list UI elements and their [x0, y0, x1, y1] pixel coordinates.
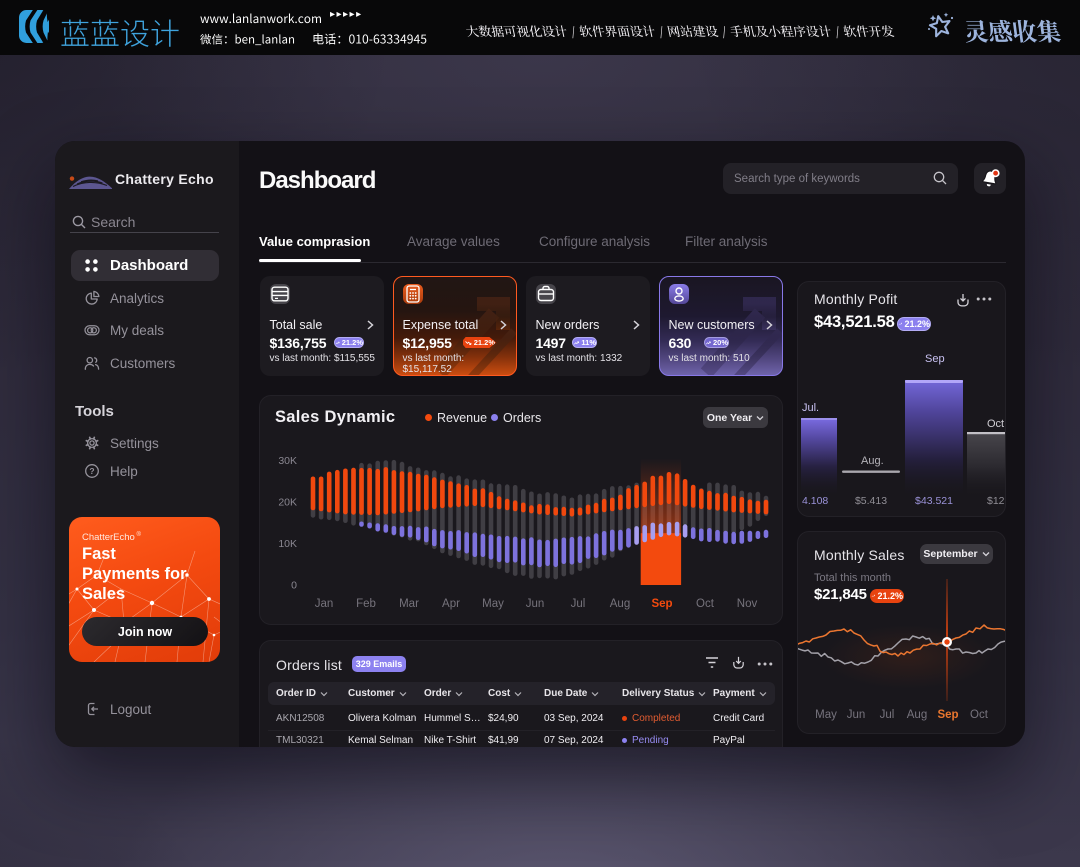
svg-text:Oct.: Oct.	[987, 418, 1006, 430]
svg-text:$12.98: $12.98	[987, 495, 1006, 507]
svg-text:Sep: Sep	[937, 709, 958, 721]
svg-text:Oct: Oct	[696, 598, 715, 610]
svg-text:Feb: Feb	[356, 598, 376, 610]
svg-text:Apr: Apr	[442, 598, 460, 610]
svg-text:Jun: Jun	[526, 598, 545, 610]
svg-text:Jul: Jul	[880, 709, 895, 721]
svg-text:?: ?	[89, 466, 94, 476]
svg-text:Sep: Sep	[651, 598, 672, 610]
svg-text:10K: 10K	[278, 538, 297, 550]
svg-text:4.108: 4.108	[802, 495, 828, 507]
svg-text:30K: 30K	[278, 455, 297, 467]
svg-text:May: May	[815, 709, 837, 721]
svg-text:Aug.: Aug.	[861, 455, 884, 467]
svg-text:Sep: Sep	[925, 353, 945, 365]
svg-text:Jan: Jan	[315, 598, 334, 610]
svg-text:$5.413: $5.413	[855, 495, 887, 507]
svg-text:Nov: Nov	[737, 598, 758, 610]
svg-text:May: May	[482, 598, 504, 610]
svg-text:Jul.: Jul.	[802, 402, 819, 414]
svg-text:Oct: Oct	[970, 709, 989, 721]
svg-text:Jun: Jun	[847, 709, 866, 721]
svg-text:0: 0	[291, 580, 297, 592]
svg-text:20K: 20K	[278, 497, 297, 509]
svg-text:$43.521: $43.521	[915, 495, 953, 507]
svg-text:Aug: Aug	[610, 598, 630, 610]
svg-text:Aug: Aug	[907, 709, 927, 721]
svg-text:Jul: Jul	[571, 598, 586, 610]
svg-text:Mar: Mar	[399, 598, 419, 610]
